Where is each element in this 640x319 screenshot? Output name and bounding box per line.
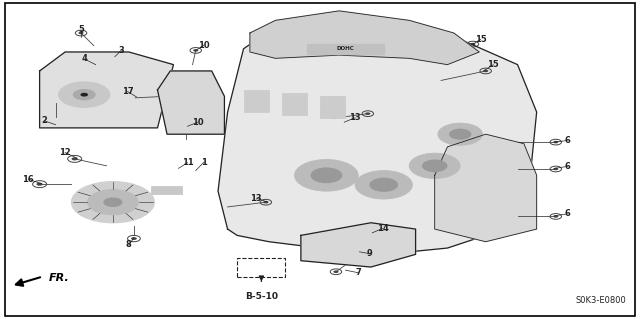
Circle shape (73, 89, 96, 100)
Circle shape (88, 189, 138, 215)
Circle shape (438, 123, 483, 145)
Circle shape (483, 70, 488, 72)
Text: 15: 15 (475, 35, 486, 44)
Circle shape (72, 182, 154, 223)
Text: 14: 14 (376, 224, 388, 233)
Text: 17: 17 (122, 87, 133, 96)
Text: 11: 11 (182, 158, 193, 167)
Text: 8: 8 (126, 241, 132, 249)
Text: 6: 6 (564, 162, 570, 171)
Circle shape (81, 93, 88, 97)
Circle shape (184, 125, 189, 128)
Circle shape (333, 271, 339, 273)
Text: 12: 12 (60, 148, 71, 157)
Circle shape (52, 115, 59, 119)
Bar (282, 93, 307, 115)
Polygon shape (40, 52, 173, 128)
Polygon shape (157, 71, 225, 134)
Text: 15: 15 (488, 60, 499, 69)
Bar (244, 90, 269, 112)
Text: 13: 13 (250, 194, 262, 203)
Circle shape (422, 160, 447, 172)
Circle shape (193, 49, 198, 52)
Text: 1: 1 (201, 158, 207, 167)
Circle shape (369, 178, 398, 192)
Circle shape (369, 233, 374, 235)
Circle shape (36, 182, 43, 186)
Text: B-5-10: B-5-10 (245, 292, 278, 301)
Text: 4: 4 (81, 55, 87, 63)
Text: 6: 6 (564, 136, 570, 145)
Circle shape (470, 43, 476, 45)
Circle shape (132, 97, 138, 99)
Text: 6: 6 (564, 209, 570, 219)
Polygon shape (218, 17, 537, 254)
Circle shape (365, 112, 371, 115)
Polygon shape (301, 223, 415, 267)
Bar (320, 96, 346, 118)
Text: FR.: FR. (49, 273, 70, 283)
Text: S0K3-E0800: S0K3-E0800 (575, 296, 626, 305)
Bar (151, 186, 182, 194)
Text: 5: 5 (78, 25, 84, 34)
Circle shape (103, 197, 122, 207)
Circle shape (553, 141, 558, 143)
Text: 16: 16 (22, 174, 34, 184)
Text: 9: 9 (367, 249, 372, 258)
Circle shape (79, 32, 84, 34)
Circle shape (355, 171, 412, 199)
Text: 10: 10 (198, 41, 210, 49)
Circle shape (131, 237, 137, 240)
Circle shape (355, 250, 361, 253)
Circle shape (263, 201, 268, 204)
Circle shape (449, 129, 471, 140)
Circle shape (409, 153, 460, 178)
Circle shape (59, 82, 109, 107)
Text: 10: 10 (192, 118, 204, 127)
Bar (307, 44, 384, 54)
Circle shape (72, 157, 78, 160)
Text: DOHC: DOHC (337, 46, 355, 51)
Circle shape (553, 215, 558, 218)
Text: 7: 7 (355, 268, 361, 277)
Circle shape (294, 160, 358, 191)
Circle shape (310, 167, 342, 183)
Text: 2: 2 (42, 116, 47, 125)
Text: 3: 3 (118, 46, 124, 55)
Text: 13: 13 (349, 113, 361, 122)
Polygon shape (435, 134, 537, 242)
Circle shape (553, 168, 558, 170)
Polygon shape (250, 11, 479, 65)
